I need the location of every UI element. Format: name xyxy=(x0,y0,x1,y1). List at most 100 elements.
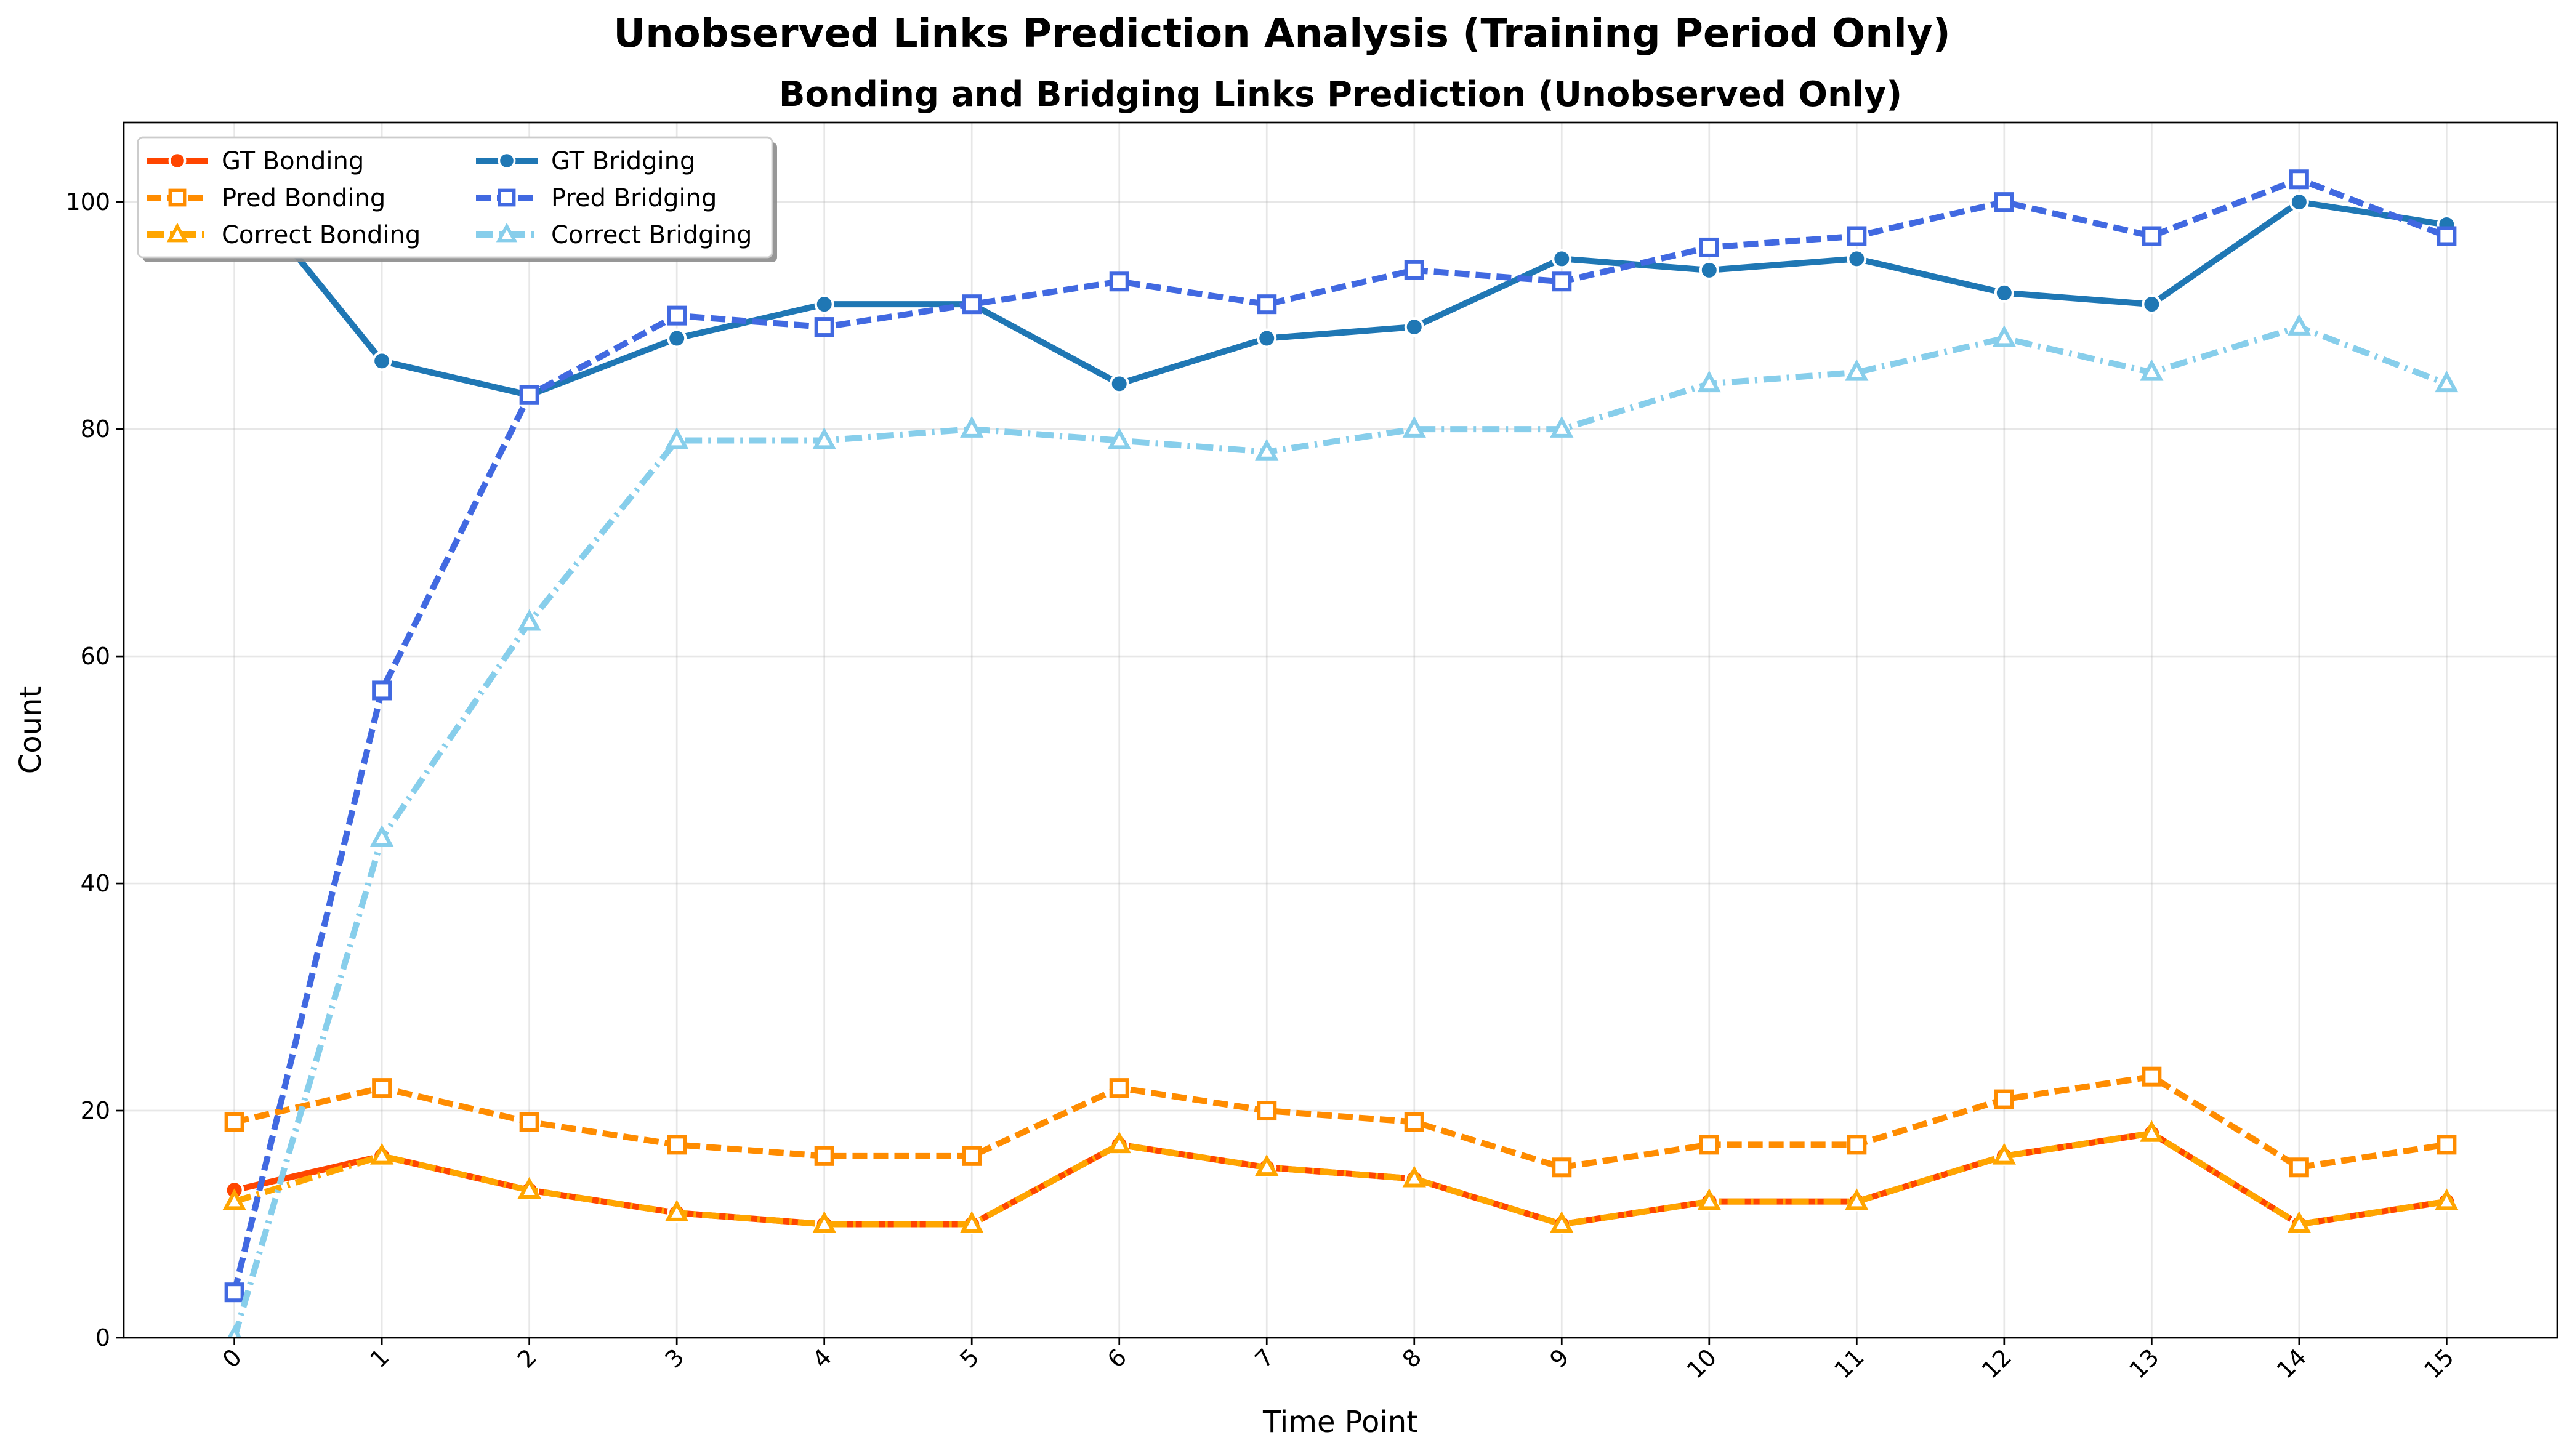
data-point xyxy=(1992,325,2016,347)
data-point xyxy=(962,294,982,315)
data-point xyxy=(1552,1157,1572,1178)
data-point xyxy=(812,1211,836,1233)
x-tick-label: 7 xyxy=(1249,1343,1279,1373)
data-point xyxy=(1699,260,1719,280)
legend-item: Pred Bonding xyxy=(147,184,385,212)
data-point xyxy=(2289,192,2309,212)
data-point xyxy=(369,1143,394,1165)
legend-marker xyxy=(496,222,518,243)
legend-item: Correct Bridging xyxy=(476,221,752,249)
data-point xyxy=(372,1078,392,1098)
plot-frame xyxy=(123,121,2558,1339)
legend-label: Pred Bonding xyxy=(222,184,385,212)
x-tick-label: 4 xyxy=(807,1343,837,1373)
data-point xyxy=(1255,438,1279,461)
data-point xyxy=(1847,226,1867,246)
series-line xyxy=(233,1073,2448,1171)
data-point xyxy=(1699,237,1719,257)
series-correct-bonding xyxy=(222,1120,2459,1233)
chart-title: Bonding and Bridging Links Prediction (U… xyxy=(779,74,1902,115)
data-point xyxy=(2435,1188,2459,1210)
y-tick-label: 20 xyxy=(81,1097,110,1124)
y-tick-label: 0 xyxy=(95,1324,110,1351)
series-pred-bridging xyxy=(224,169,2457,1303)
data-point xyxy=(1845,1188,1869,1210)
data-point xyxy=(2287,1211,2312,1233)
data-point xyxy=(1402,1165,1426,1188)
data-point xyxy=(667,1135,687,1155)
series-pred-bonding xyxy=(224,1066,2457,1178)
data-point xyxy=(1697,371,1721,393)
y-tick-label: 60 xyxy=(81,643,110,670)
series-layer xyxy=(222,169,2459,1338)
legend-box xyxy=(137,136,773,259)
data-point xyxy=(1550,1211,1574,1233)
data-point xyxy=(667,328,687,348)
data-point xyxy=(1107,427,1131,449)
data-point xyxy=(372,351,392,371)
data-point xyxy=(1550,416,1574,438)
data-point xyxy=(1699,1135,1719,1155)
data-point xyxy=(517,609,541,631)
data-point xyxy=(962,1146,982,1166)
legend-item: GT Bonding xyxy=(147,147,364,175)
data-point xyxy=(2140,359,2164,381)
data-point xyxy=(1552,271,1572,292)
data-point xyxy=(2289,1157,2309,1178)
x-tick-label: 6 xyxy=(1102,1343,1132,1373)
series-line xyxy=(233,1130,2448,1228)
data-point xyxy=(519,1112,539,1132)
data-point xyxy=(1994,283,2014,303)
x-tick-label: 2 xyxy=(512,1343,542,1373)
series-line xyxy=(231,176,2448,1293)
data-point xyxy=(1109,271,1129,292)
legend-item: GT Bridging xyxy=(476,147,695,175)
data-point xyxy=(222,1188,246,1210)
data-point xyxy=(1845,359,1869,381)
data-point xyxy=(1404,317,1424,337)
data-point xyxy=(2142,1066,2162,1087)
data-point xyxy=(1257,328,1277,348)
data-point xyxy=(1107,1132,1131,1154)
data-point xyxy=(1257,294,1277,315)
data-point xyxy=(519,385,539,405)
data-point xyxy=(369,825,394,847)
legend-label: Correct Bridging xyxy=(551,221,752,249)
legend-label: Pred Bridging xyxy=(551,184,717,212)
data-point xyxy=(1109,374,1129,394)
data-point xyxy=(2437,1135,2457,1155)
legend-label: GT Bridging xyxy=(551,147,695,175)
series-line xyxy=(232,177,2448,398)
series-line xyxy=(233,1130,2448,1228)
series-correct-bridging xyxy=(227,313,2459,1338)
legend: GT Bonding Pred Bonding Correct Bonding GT … xyxy=(137,136,777,262)
data-point xyxy=(2142,226,2162,246)
legend-item: Pred Bridging xyxy=(476,184,717,212)
x-tick-label: 5 xyxy=(954,1343,984,1373)
data-point xyxy=(667,305,687,326)
x-tick-label: 11 xyxy=(1829,1343,1869,1383)
data-point xyxy=(814,294,834,315)
series-line xyxy=(231,324,2448,1338)
legend-label: Correct Bonding xyxy=(222,221,421,249)
data-point xyxy=(227,1324,242,1338)
data-point xyxy=(814,317,834,337)
data-point xyxy=(517,1176,541,1199)
x-tick-label: 12 xyxy=(1977,1343,2017,1383)
data-point xyxy=(960,1211,984,1233)
legend-marker xyxy=(166,222,188,243)
data-point xyxy=(2142,294,2162,315)
chart-suptitle: Unobserved Links Prediction Analysis (Tr… xyxy=(613,11,1951,57)
data-point xyxy=(1994,192,2014,212)
x-tick-label: 3 xyxy=(659,1343,689,1373)
legend-marker xyxy=(168,188,187,207)
data-point xyxy=(1552,249,1572,269)
x-tick-label: 13 xyxy=(2124,1343,2164,1383)
data-point xyxy=(1255,1154,1279,1176)
data-point xyxy=(2287,313,2312,336)
data-point xyxy=(1257,1101,1277,1121)
data-point xyxy=(1847,249,1867,269)
data-point xyxy=(1697,1188,1721,1210)
x-tick-label: 8 xyxy=(1397,1343,1427,1373)
